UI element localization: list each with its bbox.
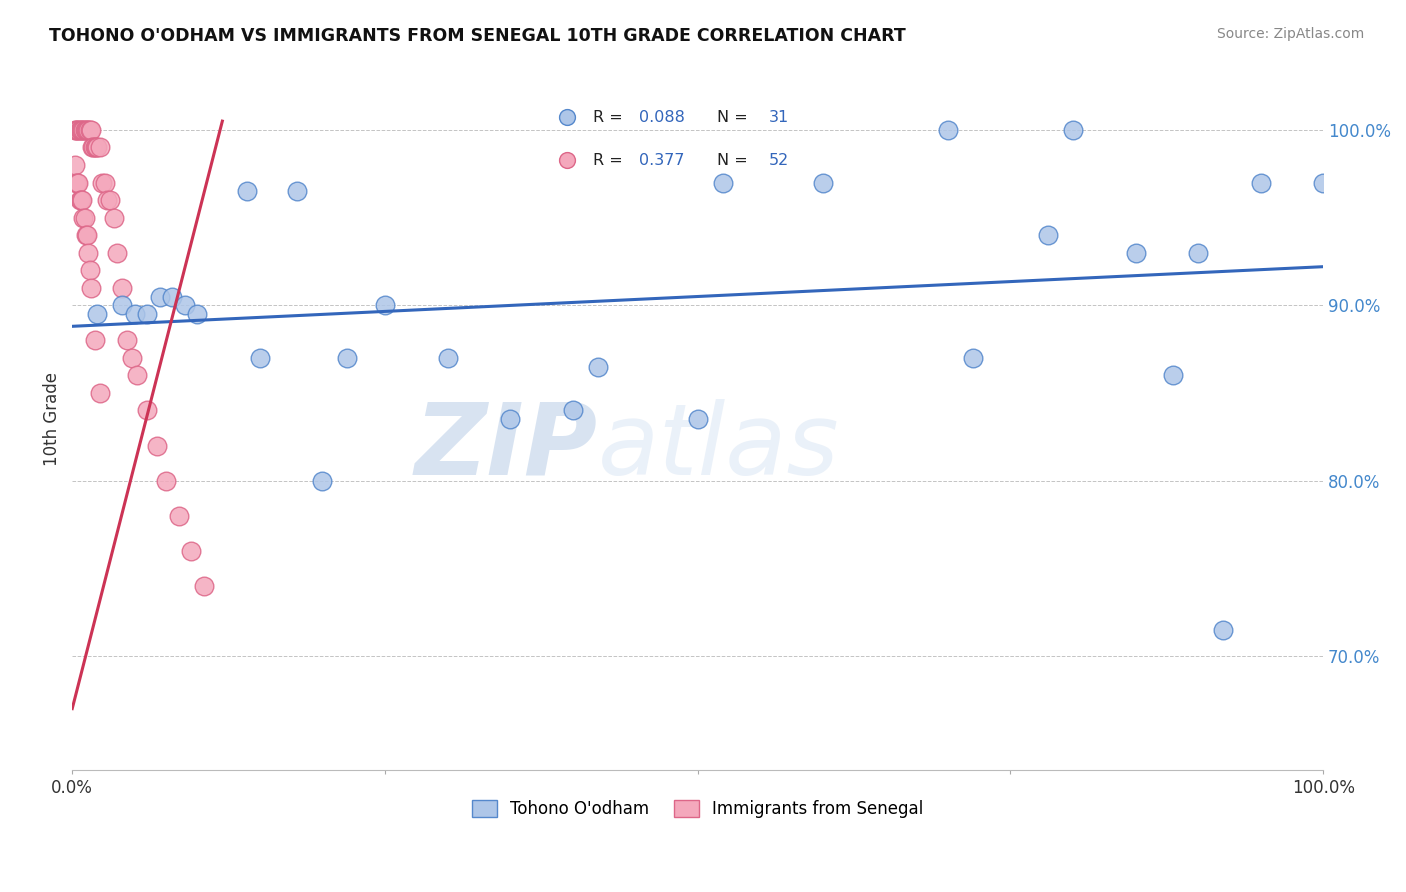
Point — [236, 184, 259, 198]
Point — [117, 334, 139, 348]
Point — [79, 123, 101, 137]
Point — [63, 158, 86, 172]
Point — [80, 281, 103, 295]
Point — [105, 245, 128, 260]
Point — [936, 123, 959, 137]
Point — [124, 307, 146, 321]
Point — [1036, 228, 1059, 243]
Text: atlas: atlas — [598, 399, 839, 496]
Point — [86, 140, 108, 154]
Point — [103, 211, 125, 225]
Point — [111, 298, 134, 312]
Point — [84, 140, 107, 154]
Point — [336, 351, 359, 365]
Point — [149, 289, 172, 303]
Point — [76, 228, 98, 243]
Point — [249, 351, 271, 365]
Point — [70, 123, 93, 137]
Point — [436, 351, 458, 365]
Legend: Tohono O'odham, Immigrants from Senegal: Tohono O'odham, Immigrants from Senegal — [465, 793, 931, 825]
Point — [70, 123, 93, 137]
Point — [94, 176, 117, 190]
Point — [1187, 245, 1209, 260]
Point — [96, 193, 118, 207]
Point — [1250, 176, 1272, 190]
Point — [67, 176, 90, 190]
Point — [73, 211, 96, 225]
Point — [80, 123, 103, 137]
Point — [82, 140, 104, 154]
Point — [287, 184, 309, 198]
Point — [561, 403, 583, 417]
Point — [73, 123, 96, 137]
Point — [89, 140, 111, 154]
Point — [711, 176, 734, 190]
Point — [83, 140, 105, 154]
Point — [70, 193, 93, 207]
Point — [82, 140, 104, 154]
Text: TOHONO O'ODHAM VS IMMIGRANTS FROM SENEGAL 10TH GRADE CORRELATION CHART: TOHONO O'ODHAM VS IMMIGRANTS FROM SENEGA… — [49, 27, 905, 45]
Point — [167, 508, 190, 523]
Point — [136, 403, 159, 417]
Point — [1312, 176, 1334, 190]
Point — [67, 123, 90, 137]
Point — [69, 193, 91, 207]
Point — [180, 543, 202, 558]
Point — [155, 474, 177, 488]
Point — [70, 193, 93, 207]
Point — [65, 123, 87, 137]
Point — [72, 123, 94, 137]
Point — [83, 334, 105, 348]
Point — [75, 123, 97, 137]
Point — [91, 176, 114, 190]
Point — [76, 123, 98, 137]
Point — [136, 307, 159, 321]
Point — [162, 289, 184, 303]
Text: Source: ZipAtlas.com: Source: ZipAtlas.com — [1216, 27, 1364, 41]
Point — [86, 307, 108, 321]
Point — [374, 298, 396, 312]
Point — [79, 263, 101, 277]
Point — [72, 211, 94, 225]
Point — [69, 123, 91, 137]
Point — [66, 176, 89, 190]
Point — [686, 412, 709, 426]
Point — [127, 368, 149, 383]
Point — [77, 123, 100, 137]
Point — [586, 359, 609, 374]
Y-axis label: 10th Grade: 10th Grade — [44, 372, 60, 467]
Point — [65, 176, 87, 190]
Point — [1125, 245, 1147, 260]
Point — [121, 351, 143, 365]
Point — [63, 123, 86, 137]
Point — [186, 307, 208, 321]
Point — [193, 579, 215, 593]
Point — [311, 474, 333, 488]
Point — [811, 176, 834, 190]
Point — [89, 386, 111, 401]
Point — [499, 412, 522, 426]
Point — [98, 193, 121, 207]
Point — [962, 351, 984, 365]
Point — [111, 281, 134, 295]
Point — [75, 228, 97, 243]
Point — [1212, 623, 1234, 637]
Point — [146, 439, 169, 453]
Text: ZIP: ZIP — [415, 399, 598, 496]
Point — [77, 245, 100, 260]
Point — [1161, 368, 1184, 383]
Point — [173, 298, 195, 312]
Point — [1062, 123, 1084, 137]
Point — [66, 123, 89, 137]
